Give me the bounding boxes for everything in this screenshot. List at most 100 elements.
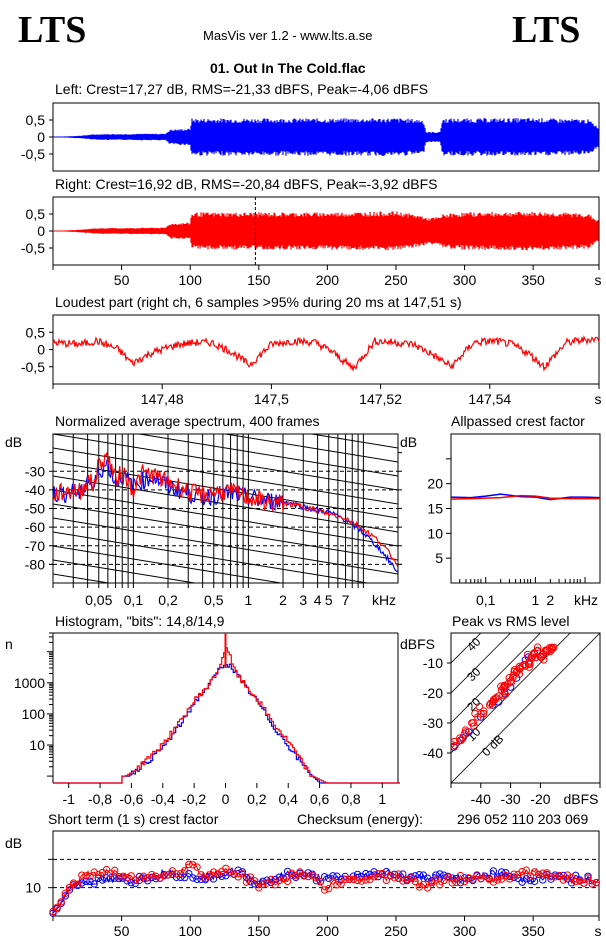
checksum-value: 296 052 110 203 069 [457, 811, 589, 827]
peak-vs-rms-point-right [475, 702, 484, 711]
logo-right: LTS [512, 9, 581, 51]
left-waveform-signal [53, 118, 599, 156]
short-term-crest-point-left [489, 867, 498, 875]
spectrum-slope-line [53, 531, 371, 583]
short-term-crest-point-left [370, 868, 378, 876]
peak-vs-rms-point-right [528, 653, 537, 661]
peak-vs-rms-point-right [499, 683, 508, 692]
short-term-crest-xtick-label: 100 [179, 923, 203, 939]
short-term-crest-point-right [444, 873, 452, 881]
right-waveform-xtick-label: 350 [521, 272, 545, 288]
short-term-crest-point-right [275, 876, 284, 885]
short-term-crest-point-right [378, 869, 386, 878]
peak-vs-rms-ytick-label: -20 [423, 685, 443, 701]
allpassed-crest-title: Allpassed crest factor [451, 413, 585, 429]
short-term-crest-point-left [440, 871, 448, 879]
histogram-ytick-label: 10 [29, 737, 45, 753]
allpassed-crest-series-right [450, 494, 600, 500]
spectrum-series-right [53, 452, 398, 568]
short-term-crest-point-right [456, 871, 465, 880]
peak-vs-rms-point-right [550, 643, 558, 652]
allpassed-crest-xunit-label: kHz [574, 592, 598, 608]
short-term-crest-point-right [493, 876, 502, 884]
short-term-crest-point-left [567, 879, 576, 887]
short-term-crest-point-right [69, 879, 78, 887]
short-term-crest-xtick-label: 50 [114, 923, 130, 939]
short-term-crest-point-right [213, 870, 222, 878]
right-waveform-xtick-label: 300 [453, 272, 477, 288]
short-term-crest-point-right [522, 866, 530, 874]
short-term-crest-point-right [362, 876, 370, 884]
peak-vs-rms-point-right [451, 741, 459, 750]
spectrum-xtick-label: 1 [244, 592, 252, 608]
right-waveform-xtick-label: 150 [247, 272, 271, 288]
peak-vs-rms-title: Peak vs RMS level [452, 613, 570, 629]
peak-vs-rms-point-right [451, 737, 459, 746]
peak-vs-rms-point-right [515, 662, 524, 671]
short-term-crest-point-right [506, 875, 514, 883]
short-term-crest-point-right [185, 860, 193, 869]
short-term-crest-point-right [551, 873, 559, 881]
short-term-crest-point-right [316, 878, 325, 886]
peak-vs-rms-point-right [500, 687, 509, 696]
short-term-crest-point-right [135, 876, 144, 885]
short-term-crest-point-right [61, 889, 70, 898]
short-term-crest-point-right [111, 866, 119, 875]
spectrum-slope-line [53, 308, 398, 364]
spectrum-xtick-label: 7 [342, 592, 350, 608]
short-term-crest-point-left [292, 873, 300, 882]
short-term-crest-point-right [592, 878, 600, 887]
left-waveform-ytick-label: 0 [37, 129, 45, 145]
peak-vs-rms-point-right [505, 674, 514, 682]
loudest-part-xtick-label: 147,54 [468, 391, 511, 407]
right-waveform-xtick-label: 250 [384, 272, 408, 288]
peak-vs-rms-crest-label: 0 dB [479, 732, 506, 759]
histogram-xtick-label: 0,2 [247, 791, 267, 807]
peak-vs-rms-crest-line [451, 633, 541, 724]
short-term-crest-point-left [180, 873, 189, 882]
spectrum-xtick-label: 4 [314, 592, 322, 608]
peak-vs-rms-point-left [488, 701, 497, 709]
short-term-crest-point-right [464, 874, 473, 882]
short-term-crest-point-right [423, 884, 432, 892]
short-term-crest-point-left [325, 874, 333, 883]
spectrum-ytick-label: -60 [25, 519, 45, 535]
allpassed-crest-ytick-label: 20 [427, 476, 443, 492]
short-term-crest-point-right [82, 872, 90, 880]
peak-vs-rms-xtick-label: -40 [471, 791, 491, 807]
right-waveform-ytick-label: 0 [37, 223, 45, 239]
short-term-crest-point-right [580, 879, 588, 887]
right-waveform-ytick-label: 0,5 [26, 206, 46, 222]
spectrum-xtick-label: 0,1 [124, 592, 144, 608]
short-term-crest-point-right [452, 878, 461, 886]
short-term-crest-point-right [427, 878, 436, 886]
short-term-crest-point-right [230, 870, 238, 879]
spectrum-slope-line [53, 434, 398, 491]
short-term-crest-point-left [98, 876, 107, 884]
short-term-crest-point-right [489, 878, 498, 886]
short-term-crest-point-right [382, 876, 391, 885]
short-term-crest-point-left [456, 878, 465, 887]
short-term-crest-point-left [82, 877, 90, 886]
short-term-crest-point-right [131, 876, 140, 884]
spectrum-slope-line [53, 475, 398, 533]
short-term-crest-point-right [395, 870, 403, 878]
histogram-ytick-label: 1000 [14, 675, 45, 691]
allpassed-crest-ytick-label: 10 [427, 525, 443, 541]
short-term-crest-point-left [366, 870, 374, 879]
short-term-crest-point-right [563, 871, 572, 879]
spectrum-slope-line [308, 434, 398, 449]
short-term-crest-point-right [571, 877, 580, 886]
peak-vs-rms-point-right [525, 660, 533, 669]
histogram-series-right [53, 647, 400, 784]
short-term-crest-point-right [123, 873, 131, 882]
short-term-crest-point-right [172, 870, 181, 878]
allpassed-crest-frame [450, 433, 601, 584]
short-term-crest-xunit-label: s [595, 923, 602, 939]
short-term-crest-point-right [259, 880, 267, 888]
peak-vs-rms-point-right [456, 734, 464, 742]
short-term-crest-point-right [267, 875, 275, 884]
short-term-crest-point-right [353, 876, 362, 885]
peak-vs-rms-xunit-label: dBFS [563, 791, 598, 807]
